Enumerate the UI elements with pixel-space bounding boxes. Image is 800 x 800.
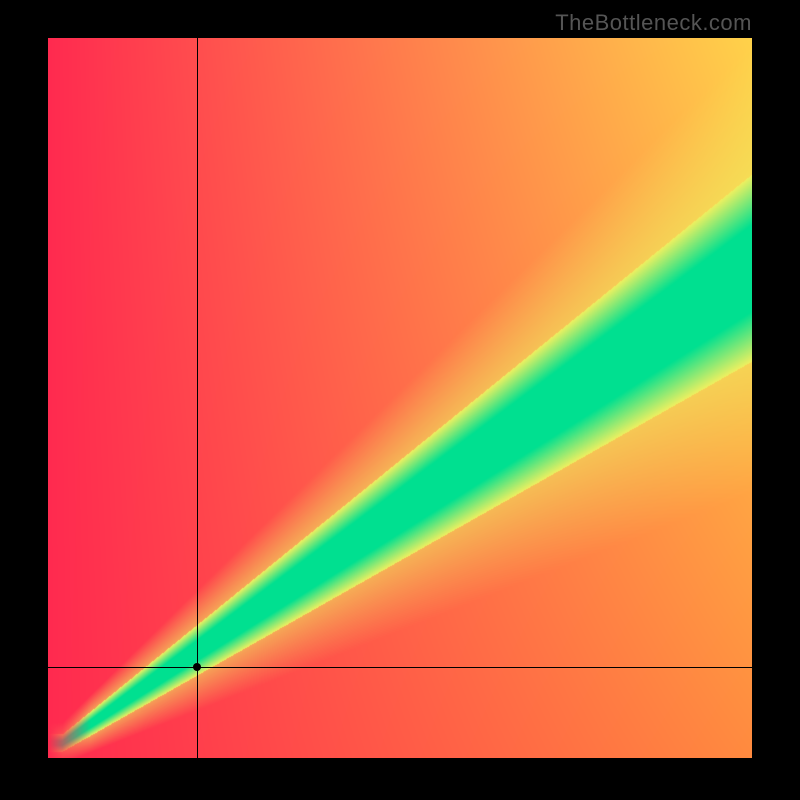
- crosshair-vertical: [197, 38, 198, 758]
- heatmap-plot: [48, 38, 752, 758]
- crosshair-horizontal: [48, 667, 752, 668]
- watermark-text: TheBottleneck.com: [555, 10, 752, 36]
- crosshair-marker: [193, 663, 201, 671]
- heatmap-canvas: [48, 38, 752, 758]
